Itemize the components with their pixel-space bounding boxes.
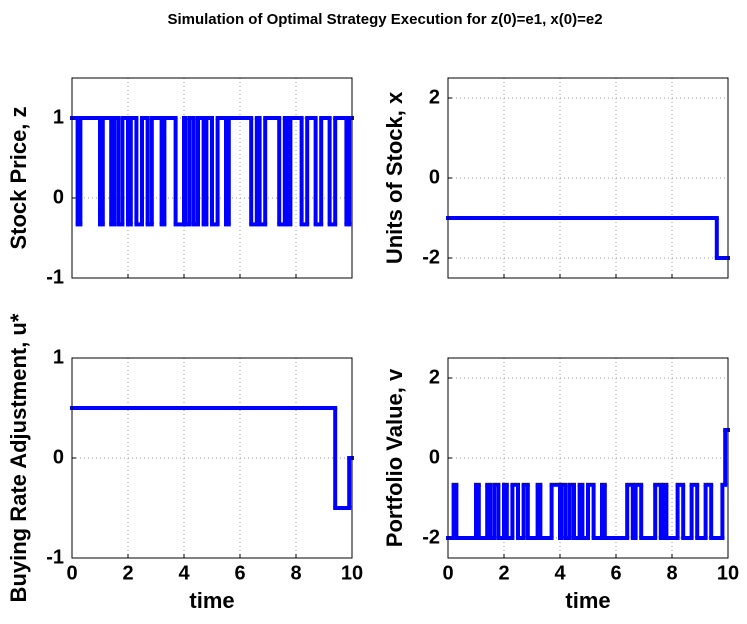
y-tick-label: 2 [429, 86, 440, 108]
y-axis-label: Portfolio Value, v [382, 368, 407, 547]
line-series [70, 406, 354, 510]
x-tick-label: 6 [234, 562, 245, 584]
line-series [446, 216, 730, 260]
x-axis-label: time [189, 588, 234, 613]
y-tick-label: -2 [422, 526, 440, 548]
x-tick-label: 6 [610, 562, 621, 584]
plot-frame [447, 77, 729, 279]
y-tick-label: 1 [53, 346, 64, 368]
x-tick-label: 8 [290, 562, 301, 584]
plot-frame [71, 77, 353, 279]
x-tick-label: 10 [341, 562, 363, 584]
plot-frame [447, 357, 729, 559]
x-tick-label: 2 [122, 562, 133, 584]
x-tick-label: 0 [442, 562, 453, 584]
figure-title: Simulation of Optimal Strategy Execution… [167, 11, 602, 28]
x-tick-label: 8 [666, 562, 677, 584]
y-tick-label: 0 [429, 446, 440, 468]
y-tick-label: 1 [53, 106, 64, 128]
y-axis-label: Units of Stock, x [382, 91, 407, 264]
y-axis-label: Stock Price, z [6, 106, 31, 249]
plot-frame [71, 357, 353, 559]
line-series [446, 428, 730, 540]
x-axis-label: time [565, 588, 610, 613]
x-tick-label: 4 [554, 562, 566, 584]
y-tick-label: 0 [53, 446, 64, 468]
x-tick-label: 10 [717, 562, 739, 584]
y-axis-label: Buying Rate Adjustment, u* [6, 313, 31, 602]
line-series [70, 116, 354, 227]
y-tick-label: -1 [46, 266, 64, 288]
y-tick-label: 0 [429, 166, 440, 188]
y-tick-label: 2 [429, 366, 440, 388]
y-tick-label: 0 [53, 186, 64, 208]
y-tick-label: -1 [46, 546, 64, 568]
x-tick-label: 4 [178, 562, 190, 584]
x-tick-label: 0 [66, 562, 77, 584]
y-tick-label: -2 [422, 246, 440, 268]
x-tick-label: 2 [498, 562, 509, 584]
